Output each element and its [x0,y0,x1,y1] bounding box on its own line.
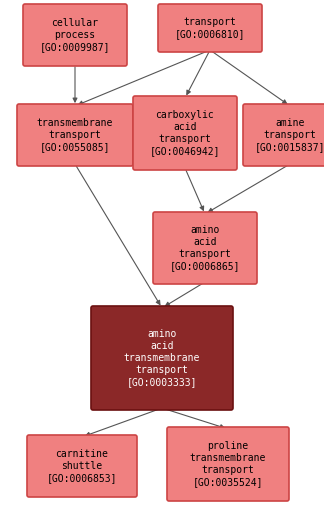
FancyBboxPatch shape [133,96,237,170]
FancyBboxPatch shape [27,435,137,497]
Text: amino
acid
transmembrane
transport
[GO:0003333]: amino acid transmembrane transport [GO:0… [124,329,200,387]
FancyBboxPatch shape [17,104,133,166]
Text: amine
transport
[GO:0015837]: amine transport [GO:0015837] [255,118,324,152]
Text: carnitine
shuttle
[GO:0006853]: carnitine shuttle [GO:0006853] [47,449,117,483]
Text: transmembrane
transport
[GO:0055085]: transmembrane transport [GO:0055085] [37,118,113,152]
Text: amino
acid
transport
[GO:0006865]: amino acid transport [GO:0006865] [170,225,240,271]
Text: carboxylic
acid
transport
[GO:0046942]: carboxylic acid transport [GO:0046942] [150,110,220,156]
FancyBboxPatch shape [153,212,257,284]
FancyBboxPatch shape [167,427,289,501]
Text: proline
transmembrane
transport
[GO:0035524]: proline transmembrane transport [GO:0035… [190,441,266,487]
FancyBboxPatch shape [158,4,262,52]
Text: cellular
process
[GO:0009987]: cellular process [GO:0009987] [40,18,110,52]
Text: transport
[GO:0006810]: transport [GO:0006810] [175,17,245,39]
FancyBboxPatch shape [91,306,233,410]
FancyBboxPatch shape [23,4,127,66]
FancyBboxPatch shape [243,104,324,166]
